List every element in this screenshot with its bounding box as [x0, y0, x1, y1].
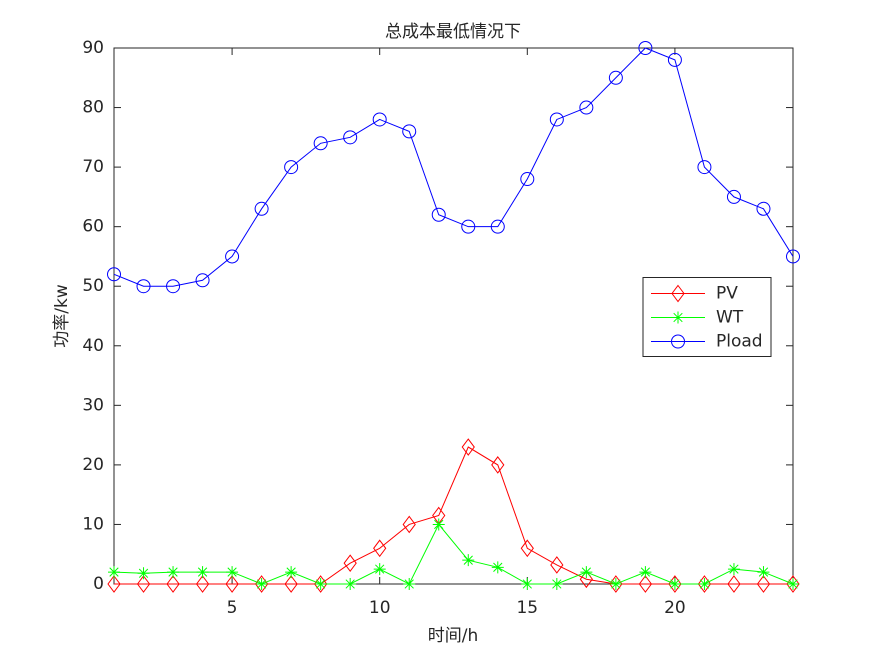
marker: [609, 578, 622, 590]
marker: [787, 578, 799, 590]
legend-label: WT: [716, 308, 744, 328]
marker: [668, 578, 681, 590]
marker: [285, 566, 298, 579]
y-tick-label: 80: [82, 98, 104, 118]
legend-label: PV: [716, 284, 738, 304]
marker: [727, 563, 740, 576]
y-tick-label: 60: [82, 217, 104, 237]
marker: [373, 539, 387, 558]
marker: [136, 279, 151, 294]
marker: [786, 575, 800, 593]
marker: [432, 518, 445, 531]
marker: [254, 575, 269, 593]
marker: [461, 219, 476, 234]
marker: [698, 578, 711, 590]
marker: [491, 561, 504, 574]
marker: [756, 201, 771, 216]
x-tick-label: 15: [516, 598, 538, 618]
marker: [638, 41, 653, 55]
marker: [137, 567, 150, 580]
marker: [403, 578, 416, 590]
marker: [107, 267, 121, 282]
y-axis-label: 功率/kw: [52, 284, 72, 348]
x-tick-label: 5: [227, 598, 238, 618]
marker: [697, 160, 712, 175]
marker: [284, 575, 298, 593]
marker: [462, 554, 475, 567]
marker: [520, 539, 534, 558]
marker: [402, 515, 416, 534]
y-tick-label: 10: [82, 514, 104, 534]
marker: [549, 112, 564, 127]
marker: [639, 566, 652, 579]
marker: [461, 438, 475, 456]
marker: [550, 556, 564, 574]
marker: [136, 575, 151, 593]
marker: [107, 575, 121, 593]
marker: [668, 575, 682, 593]
marker: [490, 219, 505, 234]
y-tick-label: 20: [82, 455, 104, 475]
marker: [372, 112, 387, 127]
marker: [195, 575, 210, 593]
legend-label: Pload: [716, 332, 763, 352]
marker: [166, 279, 181, 294]
marker: [313, 136, 328, 151]
marker: [727, 575, 741, 593]
y-tick-label: 30: [82, 395, 104, 415]
marker: [314, 575, 328, 593]
marker: [609, 575, 623, 593]
marker: [344, 578, 357, 590]
marker: [638, 575, 653, 593]
marker: [343, 130, 358, 145]
marker: [786, 249, 800, 264]
marker: [314, 578, 327, 590]
plot-box: [113, 47, 794, 585]
y-tick-label: 90: [82, 38, 104, 58]
legend-marker: [671, 334, 685, 349]
marker: [521, 578, 534, 590]
marker: [284, 160, 299, 175]
marker: [756, 575, 771, 593]
x-tick-label: 10: [369, 598, 391, 618]
x-tick-label: 20: [664, 598, 686, 618]
marker: [167, 566, 180, 579]
marker: [108, 566, 120, 579]
y-tick-label: 40: [82, 336, 104, 356]
marker: [579, 100, 594, 115]
marker: [225, 575, 239, 593]
marker: [254, 201, 269, 216]
marker: [196, 566, 209, 579]
marker: [225, 249, 240, 264]
y-tick-label: 0: [93, 574, 104, 594]
marker: [195, 273, 210, 288]
legend-marker: [671, 284, 685, 303]
marker: [166, 575, 180, 593]
marker: [697, 575, 712, 593]
marker: [757, 566, 770, 579]
y-tick-label: 50: [82, 276, 104, 296]
chart-title: 总成本最低情况下: [385, 22, 521, 42]
legend-marker: [672, 311, 684, 324]
marker: [431, 207, 446, 222]
marker: [255, 578, 268, 590]
marker: [608, 70, 623, 85]
marker: [343, 554, 357, 572]
y-tick-label: 70: [82, 157, 104, 177]
marker: [580, 566, 593, 579]
marker: [550, 578, 563, 590]
marker: [491, 456, 505, 474]
marker: [402, 124, 417, 139]
marker: [667, 52, 682, 67]
marker: [373, 563, 386, 576]
x-axis-label: 时间/h: [428, 626, 479, 646]
marker: [726, 189, 741, 204]
marker: [520, 172, 535, 187]
marker: [226, 566, 239, 579]
